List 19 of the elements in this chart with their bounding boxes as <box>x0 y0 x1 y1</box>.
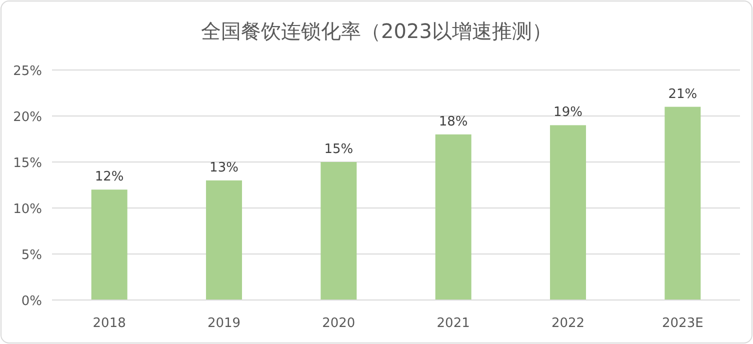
title: 全国餐饮连锁化率（2023以增速推测） <box>201 19 552 43</box>
x-tick-label: 2022 <box>551 316 585 331</box>
y-tick-label: 10% <box>13 202 42 217</box>
x-tick-label: 2023E <box>662 316 704 331</box>
x-tick-label: 2018 <box>92 316 126 331</box>
x-tick-label: 2021 <box>436 316 470 331</box>
y-tick-label: 25% <box>13 64 42 79</box>
data-label: 19% <box>554 105 582 120</box>
data-label: 13% <box>210 160 238 176</box>
y-tick-label: 5% <box>21 248 42 263</box>
data-label: 18% <box>438 114 468 130</box>
y-tick-label: 20% <box>13 110 42 125</box>
data-label: 21% <box>668 86 698 102</box>
y-tick-label: 0% <box>21 294 42 309</box>
x-tick-label: 2019 <box>207 316 241 331</box>
y-tick-label: 15% <box>13 156 42 171</box>
data-label: 15% <box>324 142 354 157</box>
data-label: 12% <box>94 170 124 185</box>
x-tick-label: 2020 <box>322 316 356 331</box>
